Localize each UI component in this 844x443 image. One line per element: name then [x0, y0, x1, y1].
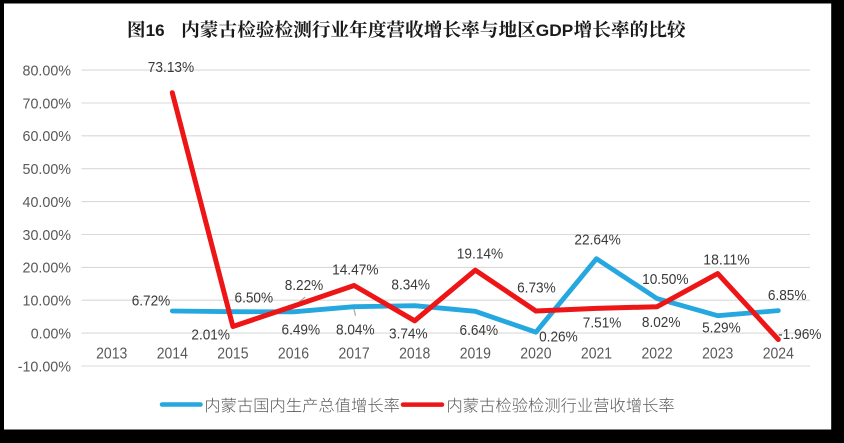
svg-text:3.74%: 3.74% — [389, 325, 428, 342]
svg-text:10.00%: 10.00% — [23, 293, 72, 310]
svg-text:8.04%: 8.04% — [336, 322, 375, 339]
svg-text:50.00%: 50.00% — [23, 161, 72, 178]
svg-text:70.00%: 70.00% — [23, 95, 72, 112]
svg-text:18.11%: 18.11% — [703, 252, 749, 269]
svg-text:8.34%: 8.34% — [391, 277, 430, 294]
svg-text:6.72%: 6.72% — [132, 292, 171, 309]
svg-text:2022: 2022 — [642, 345, 673, 362]
svg-text:10.50%: 10.50% — [642, 271, 688, 288]
svg-text:6.85%: 6.85% — [768, 287, 807, 304]
svg-text:80.00%: 80.00% — [23, 62, 72, 79]
svg-text:2019: 2019 — [460, 345, 491, 362]
svg-text:6.64%: 6.64% — [460, 322, 499, 339]
svg-text:0.00%: 0.00% — [31, 325, 71, 342]
svg-text:-10.00%: -10.00% — [18, 358, 71, 375]
svg-text:60.00%: 60.00% — [23, 128, 72, 145]
svg-text:73.13%: 73.13% — [148, 59, 194, 76]
svg-text:30.00%: 30.00% — [23, 227, 72, 244]
svg-text:2023: 2023 — [702, 345, 733, 362]
svg-text:40.00%: 40.00% — [23, 194, 72, 211]
svg-text:8.02%: 8.02% — [642, 314, 681, 331]
svg-text:8.22%: 8.22% — [285, 277, 324, 294]
svg-text:2016: 2016 — [278, 345, 309, 362]
svg-text:GDP: GDP — [536, 22, 574, 40]
svg-text:6.73%: 6.73% — [517, 280, 556, 297]
svg-text:2015: 2015 — [217, 345, 248, 362]
svg-text:5.29%: 5.29% — [702, 319, 741, 336]
svg-text:6.49%: 6.49% — [282, 322, 321, 339]
svg-text:0.26%: 0.26% — [539, 329, 578, 346]
svg-text:19.14%: 19.14% — [457, 245, 503, 262]
svg-text:2021: 2021 — [581, 345, 612, 362]
svg-text:2.01%: 2.01% — [191, 326, 230, 343]
svg-text:14.47%: 14.47% — [332, 261, 378, 278]
svg-text:7.51%: 7.51% — [583, 315, 622, 332]
svg-text:2018: 2018 — [399, 345, 430, 362]
svg-text:2024: 2024 — [763, 345, 794, 362]
svg-text:2014: 2014 — [157, 345, 188, 362]
svg-text:2017: 2017 — [339, 345, 370, 362]
svg-text:2020: 2020 — [520, 345, 551, 362]
svg-text:16: 16 — [146, 22, 165, 40]
svg-text:-1.96%: -1.96% — [778, 326, 821, 343]
svg-text:20.00%: 20.00% — [23, 260, 72, 277]
svg-text:22.64%: 22.64% — [574, 232, 620, 249]
svg-text:6.50%: 6.50% — [235, 290, 274, 307]
svg-text:2013: 2013 — [96, 345, 127, 362]
